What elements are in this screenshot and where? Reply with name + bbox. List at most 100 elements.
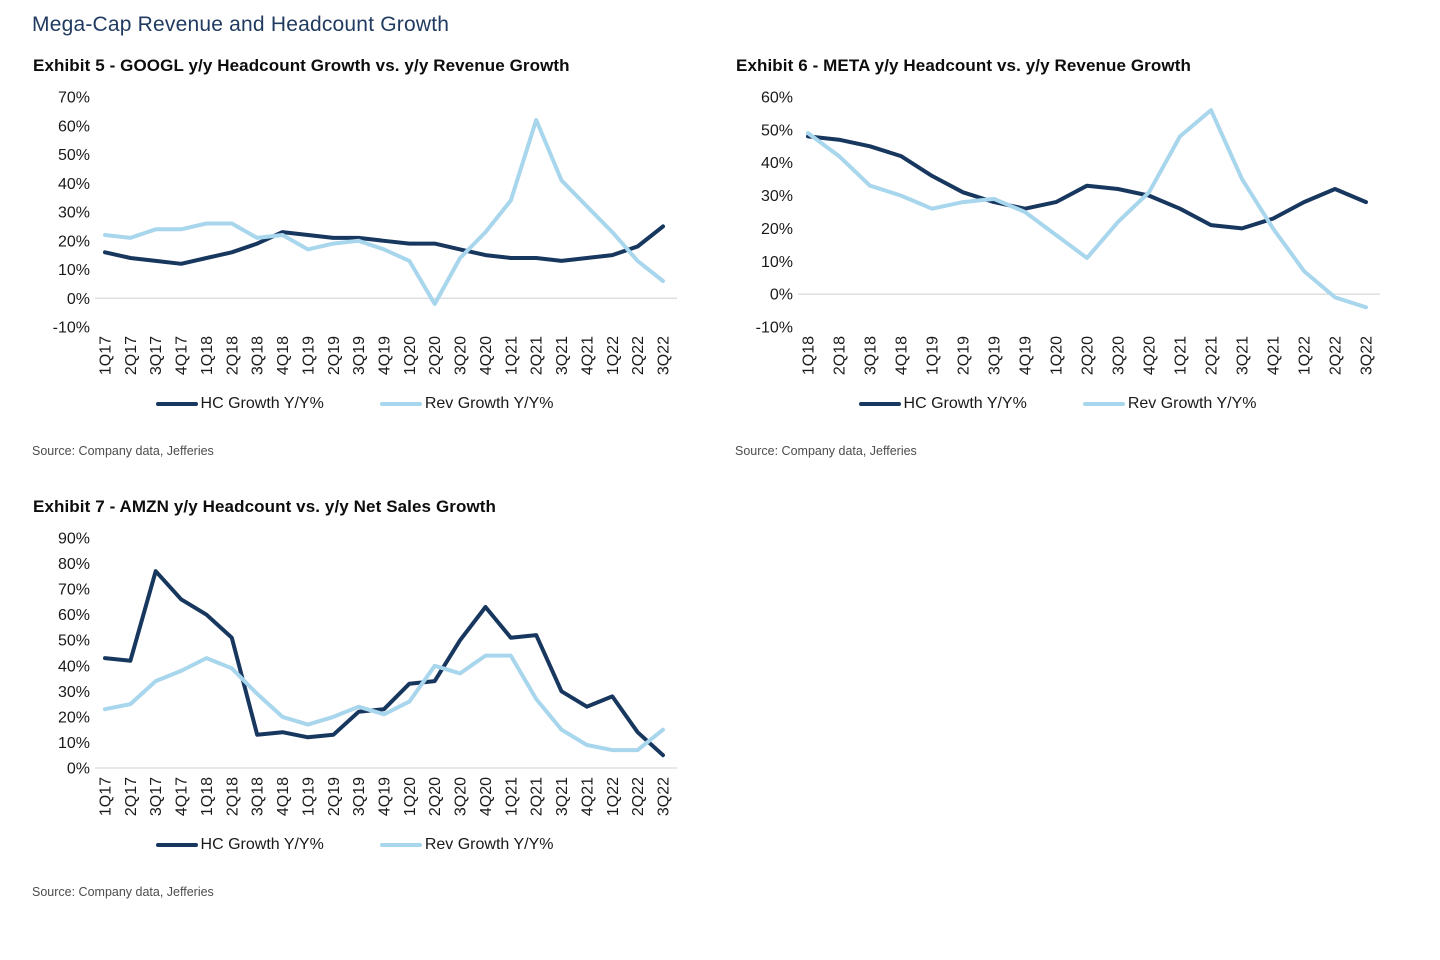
hc-growth-legend-line [155,402,198,406]
y-tick-label: 20% [761,221,793,238]
x-tick-label: 4Q19 [377,336,394,375]
x-tick-label: 3Q18 [250,336,267,375]
x-tick-label: 1Q17 [98,777,115,816]
x-tick-label: 3Q20 [453,777,470,816]
x-tick-label: 2Q18 [224,777,241,816]
y-tick-label: -10% [756,320,793,337]
x-tick-label: 1Q17 [98,336,115,375]
source-note: Source: Company data, Jefferies [32,885,214,899]
hc-growth-line [103,224,665,266]
x-tick-label: 3Q20 [1111,336,1128,375]
x-tick-label: 3Q21 [554,777,571,816]
y-tick-label: 40% [761,155,793,172]
y-tick-label: 60% [761,90,793,107]
y-tick-label: 30% [761,188,793,205]
report-page: Mega-Cap Revenue and Headcount Growth Ex… [32,13,1440,899]
x-tick-label: 1Q20 [402,336,419,375]
x-tick-label: 3Q18 [863,336,880,375]
x-tick-label: 4Q21 [1266,336,1283,375]
x-tick-label: 1Q21 [503,777,520,816]
x-tick-label: 2Q22 [630,336,647,375]
x-tick-label: 3Q17 [148,336,165,375]
y-tick-label: 90% [58,531,90,548]
exhibit-5-googl-chart-block: Exhibit 5 - GOOGL y/y Headcount Growth v… [32,56,692,458]
x-tick-label: 3Q22 [1359,336,1376,375]
x-tick-label: 1Q18 [801,336,818,375]
legend-label-hc-growth: HC Growth Y/Y% [200,395,324,412]
rev-growth-legend-line [379,402,422,406]
x-tick-label: 2Q21 [529,777,546,816]
x-tick-label: 4Q20 [478,336,495,375]
exhibit-6-meta-chart-block: Exhibit 6 - META y/y Headcount vs. y/y R… [735,56,1395,458]
x-tick-label: 2Q22 [1328,336,1345,375]
rev-growth-line [103,118,665,306]
y-tick-label: 50% [58,633,90,650]
chart-title-exhibit-7: Exhibit 7 - AMZN y/y Headcount vs. y/y N… [33,497,497,516]
chart-legend: HC Growth Y/Y% Rev Growth Y/Y% [32,836,677,854]
x-tick-label: 1Q20 [1049,336,1066,375]
y-tick-label: 0% [67,761,90,778]
x-tick-label: 2Q20 [1080,336,1097,375]
legend-item-hc-growth: HC Growth Y/Y% [858,395,1027,413]
source-note: Source: Company data, Jefferies [735,444,917,458]
legend-item-rev-growth: Rev Growth Y/Y% [379,836,553,854]
x-tick-label: 1Q21 [1173,336,1190,375]
x-tick-label: 1Q19 [300,777,317,816]
legend-label-hc-growth: HC Growth Y/Y% [200,836,324,853]
y-tick-label: 50% [58,147,90,164]
x-tick-label: 2Q17 [123,777,140,816]
x-tick-label: 3Q20 [453,336,470,375]
y-tick-label: 40% [58,658,90,675]
x-tick-label: 1Q22 [605,777,622,816]
y-tick-label: 60% [58,118,90,135]
y-tick-label: 30% [58,205,90,222]
y-tick-label: 70% [58,582,90,599]
legend-label-rev-growth: Rev Growth Y/Y% [1127,395,1257,412]
y-tick-label: 70% [58,90,90,107]
x-tick-label: 4Q20 [478,777,495,816]
line-chart-svg: 60% 50% 40% 30% 20% 10% 0% -10% 1Q18 2Q18 3Q18 4Q18… [756,90,1380,375]
legend-label-rev-growth: Rev Growth Y/Y% [424,395,554,412]
legend-item-rev-growth: Rev Growth Y/Y% [1082,395,1257,413]
x-tick-label: 1Q19 [300,336,317,375]
x-tick-label: 4Q21 [579,777,596,816]
y-tick-label: 50% [761,122,793,139]
x-tick-label: 2Q19 [326,777,343,816]
x-tick-label: 3Q19 [351,777,368,816]
line-chart-svg: 70% 60% 50% 40% 30% 20% 10% 0% -10% 1Q17 2Q17 3Q17 4… [53,90,677,375]
x-tick-label: 3Q21 [554,336,571,375]
x-tick-label: 4Q19 [377,777,394,816]
rev-growth-line [103,653,665,753]
charts-grid: Exhibit 5 - GOOGL y/y Headcount Growth v… [32,56,1440,899]
x-tick-label: 2Q18 [832,336,849,375]
x-tick-label: 4Q17 [174,336,191,375]
x-tick-label: 2Q19 [956,336,973,375]
x-tick-label: 4Q20 [1142,336,1159,375]
y-tick-label: 10% [58,735,90,752]
exhibit-7-amzn-chart-block: Exhibit 7 - AMZN y/y Headcount vs. y/y N… [32,497,692,899]
hc-growth-line [806,134,1368,231]
y-tick-label: 0% [770,287,793,304]
x-tick-label: 4Q18 [894,336,911,375]
line-chart-svg: 90% 80% 70% 60% 50% 40% 30% 20% 10% 0% 1Q17 2Q17 3Q1… [58,531,677,816]
y-tick-label: 80% [58,556,90,573]
x-tick-label: 1Q20 [402,777,419,816]
x-tick-label: 3Q22 [656,777,673,816]
y-tick-label: 20% [58,709,90,726]
hc-growth-legend-line [858,402,901,406]
x-tick-label: 1Q22 [605,336,622,375]
hc-growth-legend-line [155,843,198,847]
x-tick-label: 4Q17 [174,777,191,816]
y-tick-label: 60% [58,607,90,624]
empty-grid-cell [735,458,1395,899]
x-tick-label: 2Q21 [529,336,546,375]
y-tick-label: -10% [53,320,90,337]
x-tick-label: 3Q19 [351,336,368,375]
x-tick-label: 2Q18 [224,336,241,375]
legend-item-hc-growth: HC Growth Y/Y% [155,836,324,854]
x-tick-label: 1Q18 [199,336,216,375]
legend-item-hc-growth: HC Growth Y/Y% [155,395,324,413]
y-tick-label: 10% [761,254,793,271]
meta-line-chart: 60% 50% 40% 30% 20% 10% 0% -10% 1Q18 2Q18 3Q18 4Q18… [735,87,1380,391]
y-tick-label: 10% [58,262,90,279]
